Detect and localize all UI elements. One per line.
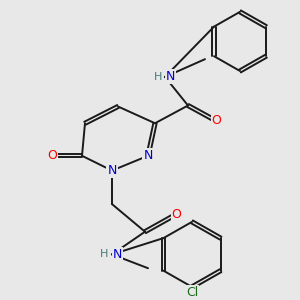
Text: N: N: [107, 164, 117, 177]
Text: N: N: [166, 70, 175, 83]
Text: O: O: [47, 149, 57, 162]
Text: H: H: [99, 249, 108, 260]
Text: O: O: [212, 114, 221, 127]
Text: N: N: [143, 149, 153, 162]
Text: Cl: Cl: [186, 286, 198, 299]
Text: O: O: [172, 208, 182, 221]
Text: H: H: [154, 72, 163, 82]
Text: N: N: [113, 248, 122, 261]
